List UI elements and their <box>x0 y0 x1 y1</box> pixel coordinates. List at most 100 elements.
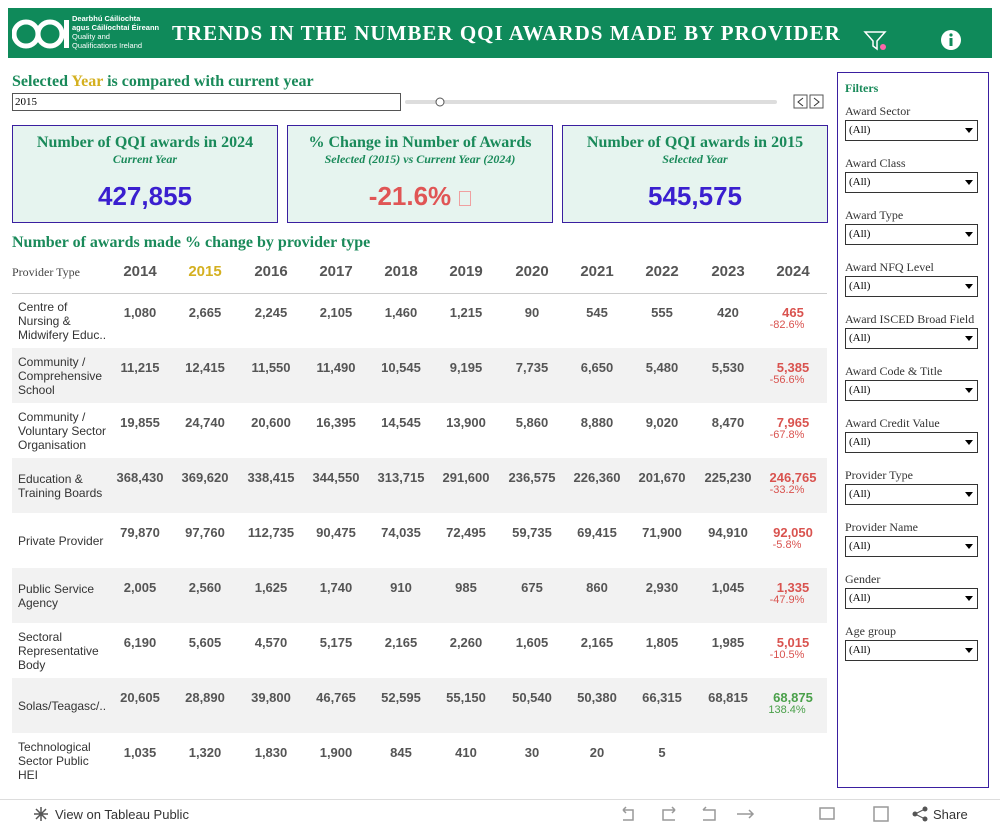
select-value: (All) <box>849 332 871 344</box>
provider-name: Private Provider <box>18 513 110 568</box>
header-rule <box>12 293 827 294</box>
text: is compared with current year <box>107 73 314 90</box>
cell-value: 10,545 <box>381 360 421 375</box>
cell-value: 1,605 <box>515 635 549 650</box>
cell-value: 59,735 <box>512 525 552 540</box>
filter-select[interactable]: (All) <box>845 588 978 609</box>
cell-value: 225,230 <box>704 470 752 485</box>
dropdown-arrow <box>965 180 973 185</box>
text: Education & Training Boards <box>18 471 103 500</box>
select-value: (All) <box>849 436 871 448</box>
slider[interactable] <box>403 94 828 110</box>
cell-value: 20,605 <box>120 690 160 705</box>
filter-select[interactable]: (All) <box>845 172 978 193</box>
change-value: -82.6% <box>769 319 805 331</box>
cell-value: 675 <box>521 580 543 595</box>
cell-value: 2,165 <box>580 635 614 650</box>
cell-value: 910 <box>390 580 412 595</box>
view-link[interactable]: View on Tableau Public <box>55 807 189 822</box>
cell-value: 985 <box>455 580 477 595</box>
filter-select[interactable]: (All) <box>845 224 978 245</box>
cell-value: 50,380 <box>577 690 617 705</box>
filter-icon[interactable] <box>863 30 889 52</box>
tableau-icon <box>34 807 48 821</box>
filter-select[interactable]: (All) <box>845 380 978 401</box>
filter-label: Gender <box>845 572 881 586</box>
select-value: (All) <box>849 176 871 188</box>
text: Selected <box>12 73 68 90</box>
cell-value: 50,540 <box>512 690 552 705</box>
kpi-subtitle: Selected Year <box>662 152 728 166</box>
column-header: 2018 <box>384 263 418 280</box>
selector-heading: Selected Year is compared with current y… <box>12 73 314 91</box>
select-value: (All) <box>849 228 871 240</box>
filter-label: Award ISCED Broad Field <box>845 312 975 326</box>
filter-select[interactable]: (All) <box>845 536 978 557</box>
dropdown-arrow <box>965 492 973 497</box>
cell-value: 2,260 <box>449 635 483 650</box>
text: Community / Comprehensive School <box>18 354 103 397</box>
cell-value: 1,320 <box>188 745 222 760</box>
filter-label: Award Class <box>845 156 906 170</box>
column-header: 2022 <box>645 263 679 280</box>
cell-value: 2,105 <box>319 305 353 320</box>
filter-label: Award Sector <box>845 104 911 118</box>
change-value: 138.4% <box>768 704 806 716</box>
row-band <box>12 678 827 733</box>
filter-select[interactable]: (All) <box>845 120 978 141</box>
filter-select[interactable]: (All) <box>845 432 978 453</box>
cell-value: 201,670 <box>638 470 686 485</box>
select-value: (All) <box>849 280 871 292</box>
cell-value: 465 <box>782 305 804 320</box>
cell-value: 9,195 <box>449 360 483 375</box>
column-header: 2015 <box>188 263 222 280</box>
trend-icon <box>459 190 472 206</box>
cell-value: 5,860 <box>515 415 549 430</box>
filter-label: Award Code & Title <box>845 364 943 378</box>
cell-value: 28,890 <box>185 690 225 705</box>
share-icon[interactable] <box>911 806 929 822</box>
text: Solas/Teagasc/.. <box>18 698 107 713</box>
change-value: -33.2% <box>769 484 805 496</box>
provider-name: Centre of Nursing & Midwifery Educ.. <box>18 293 110 348</box>
cell-value: 2,005 <box>123 580 157 595</box>
share-button[interactable]: Share <box>933 807 968 822</box>
cell-value: 5,530 <box>711 360 745 375</box>
cell-value: 39,800 <box>251 690 291 705</box>
cell-value: 46,765 <box>316 690 356 705</box>
logo-mark <box>12 19 69 49</box>
cell-value: 1,215 <box>449 305 483 320</box>
info-icon[interactable] <box>940 29 962 51</box>
column-header: 2019 <box>449 263 483 280</box>
filter-select[interactable]: (All) <box>845 276 978 297</box>
provider-name: Education & Training Boards <box>18 458 110 513</box>
kpi-card: Number of QQI awards in 2024 Current Year… <box>12 125 278 223</box>
filter-select[interactable]: (All) <box>845 640 978 661</box>
cell-value: 860 <box>586 580 608 595</box>
year-input[interactable]: 2015 <box>12 93 401 111</box>
filter-label: Provider Type <box>845 468 913 482</box>
cell-value: 71,900 <box>642 525 682 540</box>
cell-value: 7,965 <box>776 415 810 430</box>
text: Public Service Agency <box>18 581 95 610</box>
cell-value: 13,900 <box>446 415 486 430</box>
cell-value: 6,190 <box>123 635 157 650</box>
column-header: 2024 <box>776 263 810 280</box>
cell-value: 2,560 <box>188 580 222 595</box>
filter-select[interactable]: (All) <box>845 484 978 505</box>
cell-value: 5,480 <box>645 360 679 375</box>
cell-value: 24,740 <box>185 415 225 430</box>
kpi-subtitle: Current Year <box>112 152 178 166</box>
filter-select[interactable]: (All) <box>845 328 978 349</box>
cell-value: 5 <box>658 745 666 760</box>
cell-value: 19,855 <box>120 415 160 430</box>
kpi-value: -21.6% <box>288 181 552 212</box>
dropdown-arrow <box>965 544 973 549</box>
cell-value: 97,760 <box>185 525 225 540</box>
dropdown-arrow <box>965 440 973 445</box>
change-value: -67.8% <box>769 429 805 441</box>
logo-line: Qualifications Ireland <box>72 41 143 50</box>
cell-value: 313,715 <box>377 470 425 485</box>
toolbar-icons[interactable] <box>615 804 905 824</box>
